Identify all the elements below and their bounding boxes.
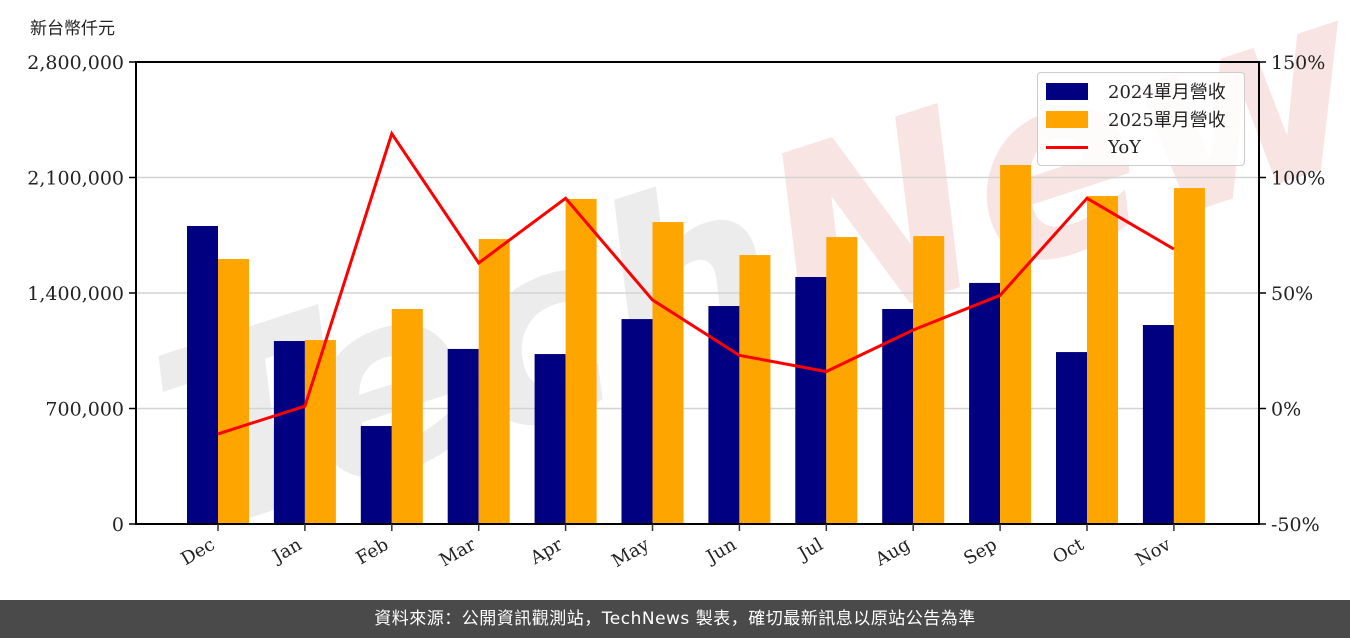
y-tick-label: 700,000 — [45, 399, 124, 421]
legend-item-2024: 2024單月營收 — [1046, 79, 1226, 103]
bar-2024 — [795, 276, 827, 524]
revenue-chart: TechNews 0700,0001,400,0002,100,0002,800… — [27, 0, 1350, 591]
bar-2024 — [534, 354, 566, 524]
bar-2024 — [621, 319, 653, 524]
bar-2025 — [1173, 188, 1205, 524]
bar-2024 — [447, 348, 479, 524]
x-tick-label: Sep — [960, 534, 1000, 569]
bar-2025 — [391, 309, 423, 524]
x-tick-label: May — [608, 534, 653, 572]
y2-tick-label: 50% — [1271, 283, 1313, 305]
bar-series — [187, 164, 1205, 525]
y-tick-label: 1,400,000 — [27, 283, 124, 305]
bar-2024 — [969, 282, 1001, 524]
bar-2025 — [739, 255, 771, 525]
source-footer: 資料來源：公開資訊觀測站，TechNews 製表，確切最新訊息以原站公告為準 — [0, 600, 1350, 638]
bar-2025 — [304, 340, 336, 524]
bar-2025 — [1000, 164, 1032, 524]
bar-2024 — [273, 341, 305, 524]
bar-2025 — [826, 237, 858, 524]
bar-2025 — [218, 259, 249, 524]
bar-2024 — [187, 226, 218, 524]
x-tick-label: Aug — [871, 534, 914, 571]
legend-item-2025: 2025單月營收 — [1046, 107, 1226, 131]
legend-line-red — [1046, 145, 1088, 149]
legend-swatch-navy — [1046, 82, 1088, 100]
bar-2024 — [360, 425, 392, 524]
x-tick-label: Mar — [436, 534, 480, 571]
y-tick-label: 0 — [112, 514, 124, 536]
bar-2025 — [913, 236, 945, 524]
x-tick-label: Oct — [1049, 534, 1088, 569]
bar-2024 — [708, 306, 740, 524]
y2-tick-label: -50% — [1271, 514, 1320, 536]
x-tick-label: Jul — [793, 534, 827, 566]
bar-2025 — [478, 239, 510, 525]
legend-swatch-orange — [1046, 110, 1088, 128]
yoy-line-series — [217, 130, 1175, 436]
chart-legend: 2024單月營收 2025單月營收 YoY — [1037, 72, 1245, 166]
legend-label: YoY — [1108, 136, 1142, 158]
legend-label: 2025單月營收 — [1108, 110, 1226, 131]
bar-2025 — [652, 222, 684, 525]
y2-tick-label: 100% — [1271, 168, 1325, 190]
bar-2024 — [1142, 325, 1174, 524]
legend-item-yoy: YoY — [1046, 135, 1141, 159]
y-tick-label: 2,100,000 — [27, 168, 124, 190]
y-axis-unit-label: 新台幣仟元 — [30, 19, 115, 39]
bar-2025 — [1087, 195, 1118, 525]
bar-2025 — [565, 198, 597, 524]
y-tick-label: 2,800,000 — [27, 52, 124, 74]
x-tick-label: Apr — [526, 534, 566, 569]
y2-tick-label: 0% — [1271, 399, 1301, 421]
yoy-polyline — [217, 130, 1175, 436]
legend-label: 2024單月營收 — [1108, 82, 1226, 103]
bar-2024 — [882, 309, 914, 524]
x-tick-label: Nov — [1132, 534, 1175, 571]
y2-tick-label: 150% — [1271, 52, 1325, 74]
bar-2024 — [1056, 352, 1087, 524]
x-tick-label: Jun — [701, 534, 740, 569]
